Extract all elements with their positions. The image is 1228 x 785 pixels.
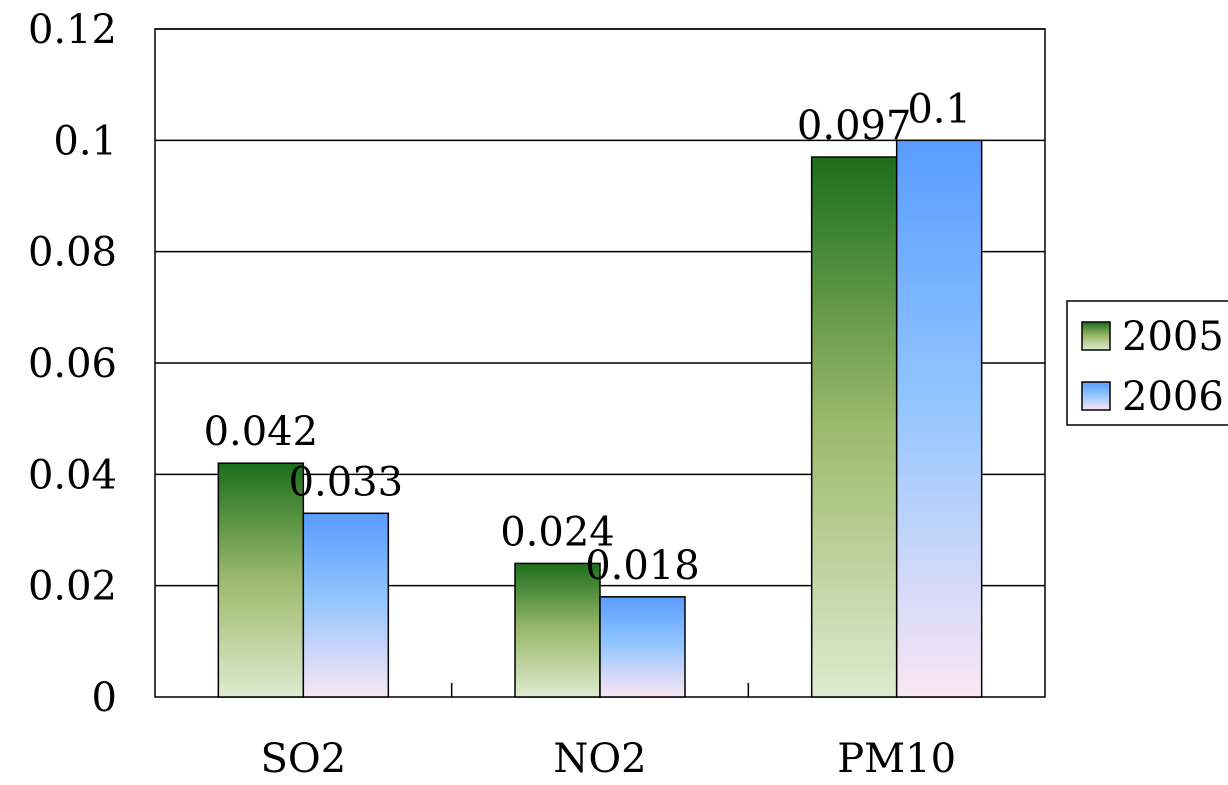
y-tick-label: 0.04 xyxy=(28,452,117,498)
x-category-label: PM10 xyxy=(837,736,956,780)
axes: 0 0.02 0.04 0.06 0.08 0.1 0.12 SO2 NO2 PM10 xyxy=(28,7,1046,782)
y-tick-label: 0.08 xyxy=(28,230,117,276)
data-labels: 0.042 0.024 0.097 0.033 0.018 0.1 xyxy=(204,86,971,588)
data-label-2006-NO2: 0.018 xyxy=(585,543,700,589)
bar-2005-NO2 xyxy=(514,562,601,698)
y-tick-label: 0 xyxy=(92,675,117,721)
x-category-label: SO2 xyxy=(261,736,347,780)
data-label-2005-SO2: 0.042 xyxy=(204,409,319,455)
y-tick-label: 0.12 xyxy=(28,7,117,53)
y-tick-label: 0.06 xyxy=(28,341,117,387)
legend-label-2006: 2006 xyxy=(1122,374,1224,420)
bar-2006-SO2 xyxy=(302,512,390,698)
bar-2005-SO2 xyxy=(217,462,305,698)
bar-2006-NO2 xyxy=(599,596,686,698)
bar-2006-PM10 xyxy=(895,139,983,698)
legend-swatch-2005 xyxy=(1081,321,1111,351)
data-label-2005-NO2: 0.024 xyxy=(500,509,615,555)
data-label-2006-PM10: 0.1 xyxy=(907,86,971,132)
y-tick-label: 0.1 xyxy=(53,118,117,164)
legend-label-2005: 2005 xyxy=(1122,314,1224,360)
y-tick-label: 0.02 xyxy=(28,564,117,610)
x-category-label: NO2 xyxy=(553,736,646,780)
data-label-2005-PM10: 0.097 xyxy=(797,103,912,149)
bar-2005-PM10 xyxy=(810,156,898,698)
bars xyxy=(217,139,983,698)
legend: 2005 2006 xyxy=(1066,300,1228,426)
data-label-2006-SO2: 0.033 xyxy=(289,459,404,505)
legend-swatch-2006 xyxy=(1081,381,1111,411)
